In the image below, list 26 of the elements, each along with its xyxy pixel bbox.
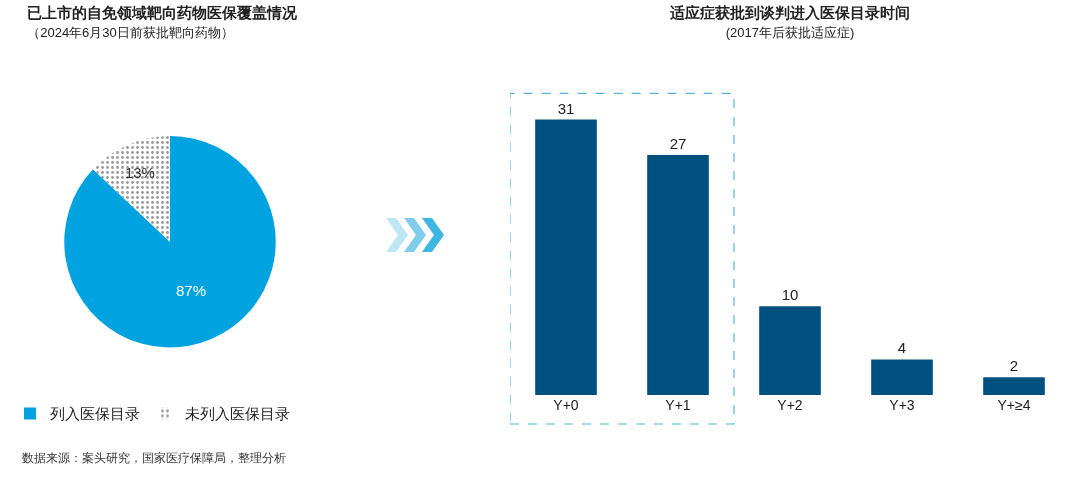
x-tick-label: Y+3 xyxy=(889,397,915,413)
x-tick-label: Y+≥4 xyxy=(997,397,1031,413)
source-note: 数据来源：案头研究，国家医疗保障局，整理分析 xyxy=(22,450,286,467)
bar xyxy=(871,359,933,395)
bar xyxy=(759,306,821,395)
bar xyxy=(647,155,709,395)
data-label: 87% xyxy=(175,281,207,299)
x-tick-label: Y+2 xyxy=(777,397,803,413)
chart-title: 已上市的自免领域靶向药物医保覆盖情况 xyxy=(27,3,299,21)
legend-label: 未列入医保目录 xyxy=(185,405,290,423)
chart-title: 适应症获批到谈判进入医保目录时间 xyxy=(669,3,910,21)
x-tick-label: Y+1 xyxy=(665,397,691,413)
data-label: 31 xyxy=(557,99,575,117)
chart-subtitle: (2017年后获批适应症) xyxy=(725,25,855,41)
data-label: 27 xyxy=(669,135,687,153)
bar xyxy=(983,377,1045,395)
bar xyxy=(535,119,597,395)
data-label: 4 xyxy=(897,339,907,357)
data-label: 13% xyxy=(124,163,155,181)
pie-slice xyxy=(64,135,276,348)
data-label: 10 xyxy=(781,286,799,304)
pie-slice xyxy=(92,135,170,242)
x-tick-label: Y+0 xyxy=(553,397,579,413)
data-label: 2 xyxy=(1009,357,1019,375)
legend-label: 列入医保目录 xyxy=(50,405,140,423)
chart-subtitle: （2024年6月30日前获批靶向药物） xyxy=(27,25,234,41)
